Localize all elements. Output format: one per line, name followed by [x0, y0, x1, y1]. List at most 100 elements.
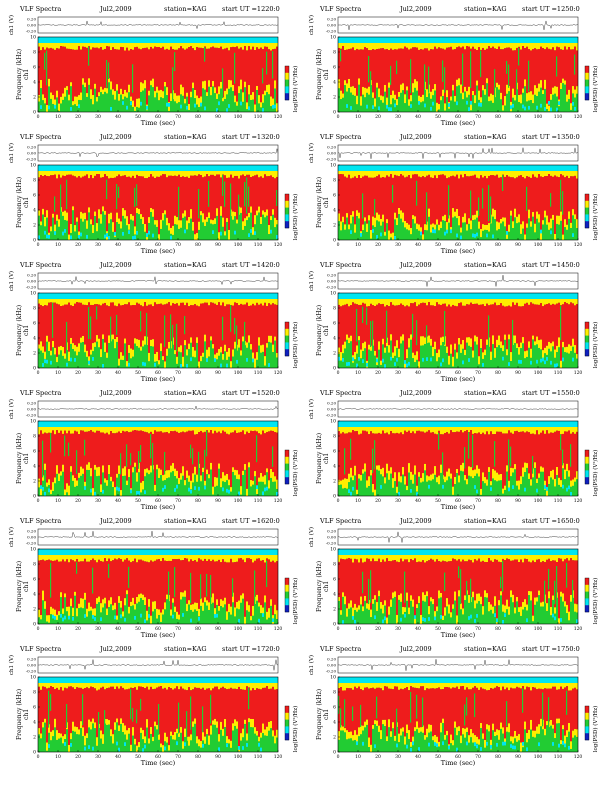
frequency-tick-label: 4 — [33, 80, 36, 86]
frequency-tick-label: 0 — [33, 366, 36, 372]
time-tick-label: 120 — [274, 626, 283, 632]
panel-header: VLF Spectra Jul2,2009 station=KAG start UT … — [308, 4, 604, 14]
ch1-tick-label: -0.20 — [26, 29, 37, 34]
colorbar-label: log(PSD) (V²/Hz) — [292, 66, 299, 113]
time-tick-label: 120 — [274, 498, 283, 504]
ch1-trace — [37, 148, 279, 158]
panel-plot: ch1 (V) 0.200.00-0.20 Frequency (kHz) ch1 0 2… — [8, 143, 299, 255]
time-tick-label: 80 — [495, 754, 501, 760]
colorbar-segment — [285, 72, 289, 80]
colorbar-segment — [585, 598, 589, 606]
colorbar-segment — [585, 342, 589, 350]
panel-station: station=KAG — [464, 517, 507, 525]
time-tick-label: 100 — [534, 114, 543, 120]
frequency-axis-label: Frequency (kHz) — [16, 433, 23, 484]
frequency-tick-label: 10 — [30, 163, 36, 169]
time-tick-label: 100 — [234, 114, 243, 120]
time-tick-label: 90 — [515, 626, 521, 632]
colorbar-label: log(PSD) (V²/Hz) — [292, 578, 299, 625]
ch1-tick-label: 0.20 — [27, 657, 36, 662]
panel-start-ut: start UT =1520:0 — [222, 389, 280, 397]
ch1-tick-label: -0.20 — [326, 29, 337, 34]
panel-date: Jul2,2009 — [100, 5, 132, 13]
panel-title: VLF Spectra — [320, 517, 362, 525]
panel-start-ut: start UT =1720:0 — [222, 645, 280, 653]
time-tick-label: 10 — [55, 498, 61, 504]
time-tick-label: 70 — [175, 114, 181, 120]
ch1-overlay-label: ch1 — [323, 453, 330, 464]
time-tick-label: 50 — [135, 370, 141, 376]
colorbar-segment — [285, 584, 289, 592]
time-tick-label: 40 — [415, 754, 421, 760]
colorbar-frame — [284, 705, 290, 741]
colorbar-segment — [585, 719, 589, 727]
colorbar-segment — [285, 200, 289, 208]
time-axis-label: Time (sec) — [441, 247, 476, 255]
ch1-axis-label: ch1 (V) — [8, 655, 15, 675]
frequency-tick-label: 6 — [333, 193, 336, 199]
time-tick-label: 100 — [534, 754, 543, 760]
time-tick-label: 10 — [355, 114, 361, 120]
colorbar-segment — [585, 72, 589, 80]
time-tick-label: 0 — [337, 114, 340, 120]
time-tick-label: 0 — [37, 114, 40, 120]
time-tick-label: 10 — [355, 242, 361, 248]
frequency-tick-label: 0 — [33, 750, 36, 756]
time-tick-label: 10 — [355, 498, 361, 504]
panel-header: VLF Spectra Jul2,2009 station=KAG start UT … — [308, 260, 604, 270]
time-tick-label: 50 — [435, 626, 441, 632]
time-tick-label: 80 — [495, 242, 501, 248]
spectrogram-panel: VLF Spectra Jul2,2009 station=KAG start UT … — [8, 388, 304, 516]
colorbar-segment — [585, 322, 589, 329]
colorbar-segment — [585, 66, 589, 73]
ch1-tick-label: -0.20 — [26, 541, 37, 546]
ch1-tick-label: 0.20 — [327, 401, 336, 406]
frequency-tick-label: 0 — [33, 238, 36, 244]
frequency-axis-label: Frequency (kHz) — [316, 49, 323, 100]
time-tick-label: 10 — [55, 754, 61, 760]
time-axis-label: Time (sec) — [141, 119, 176, 127]
time-tick-label: 30 — [395, 370, 401, 376]
time-tick-label: 80 — [195, 370, 201, 376]
ch1-tick-label: -0.20 — [26, 157, 37, 162]
colorbar-segment — [585, 349, 589, 357]
frequency-tick-label: 4 — [33, 720, 36, 726]
frequency-tick-label: 8 — [33, 50, 36, 56]
panel-header: VLF Spectra Jul2,2009 station=KAG start UT … — [308, 516, 604, 526]
frequency-tick-label: 6 — [33, 705, 36, 711]
ch1-tick-label: 0.20 — [327, 273, 336, 278]
time-tick-label: 110 — [254, 370, 263, 376]
ch1-tick-label: -0.20 — [326, 541, 337, 546]
frequency-tick-label: 2 — [333, 607, 336, 613]
frequency-tick-label: 8 — [333, 50, 336, 56]
time-tick-label: 0 — [37, 242, 40, 248]
time-tick-label: 60 — [455, 114, 461, 120]
time-axis-label: Time (sec) — [441, 119, 476, 127]
ch1-tick-label: 0.00 — [27, 407, 36, 412]
frequency-tick-label: 0 — [333, 494, 336, 500]
frequency-tick-label: 10 — [330, 163, 336, 169]
colorbar-segment — [285, 79, 289, 87]
frequency-tick-label: 4 — [33, 592, 36, 598]
colorbar-segment — [585, 93, 589, 101]
time-tick-label: 50 — [135, 498, 141, 504]
time-tick-label: 100 — [534, 626, 543, 632]
frequency-axis-label: Frequency (kHz) — [16, 561, 23, 612]
time-tick-label: 30 — [395, 754, 401, 760]
frequency-tick-label: 0 — [333, 238, 336, 244]
colorbar-segment — [585, 328, 589, 336]
time-tick-label: 20 — [75, 242, 81, 248]
frequency-axis-label: Frequency (kHz) — [316, 177, 323, 228]
panel-title: VLF Spectra — [20, 5, 62, 13]
time-tick-label: 60 — [155, 498, 161, 504]
frequency-tick-label: 6 — [33, 577, 36, 583]
colorbar-segment — [585, 591, 589, 599]
time-axis-label: Time (sec) — [441, 503, 476, 511]
time-tick-label: 50 — [435, 498, 441, 504]
ch1-tick-label: 0.00 — [27, 23, 36, 28]
frequency-tick-label: 8 — [333, 178, 336, 184]
colorbar-segment — [585, 463, 589, 471]
time-tick-label: 50 — [135, 754, 141, 760]
panel-start-ut: start UT =1320:0 — [222, 133, 280, 141]
ch1-tick-label: 0.20 — [27, 145, 36, 150]
